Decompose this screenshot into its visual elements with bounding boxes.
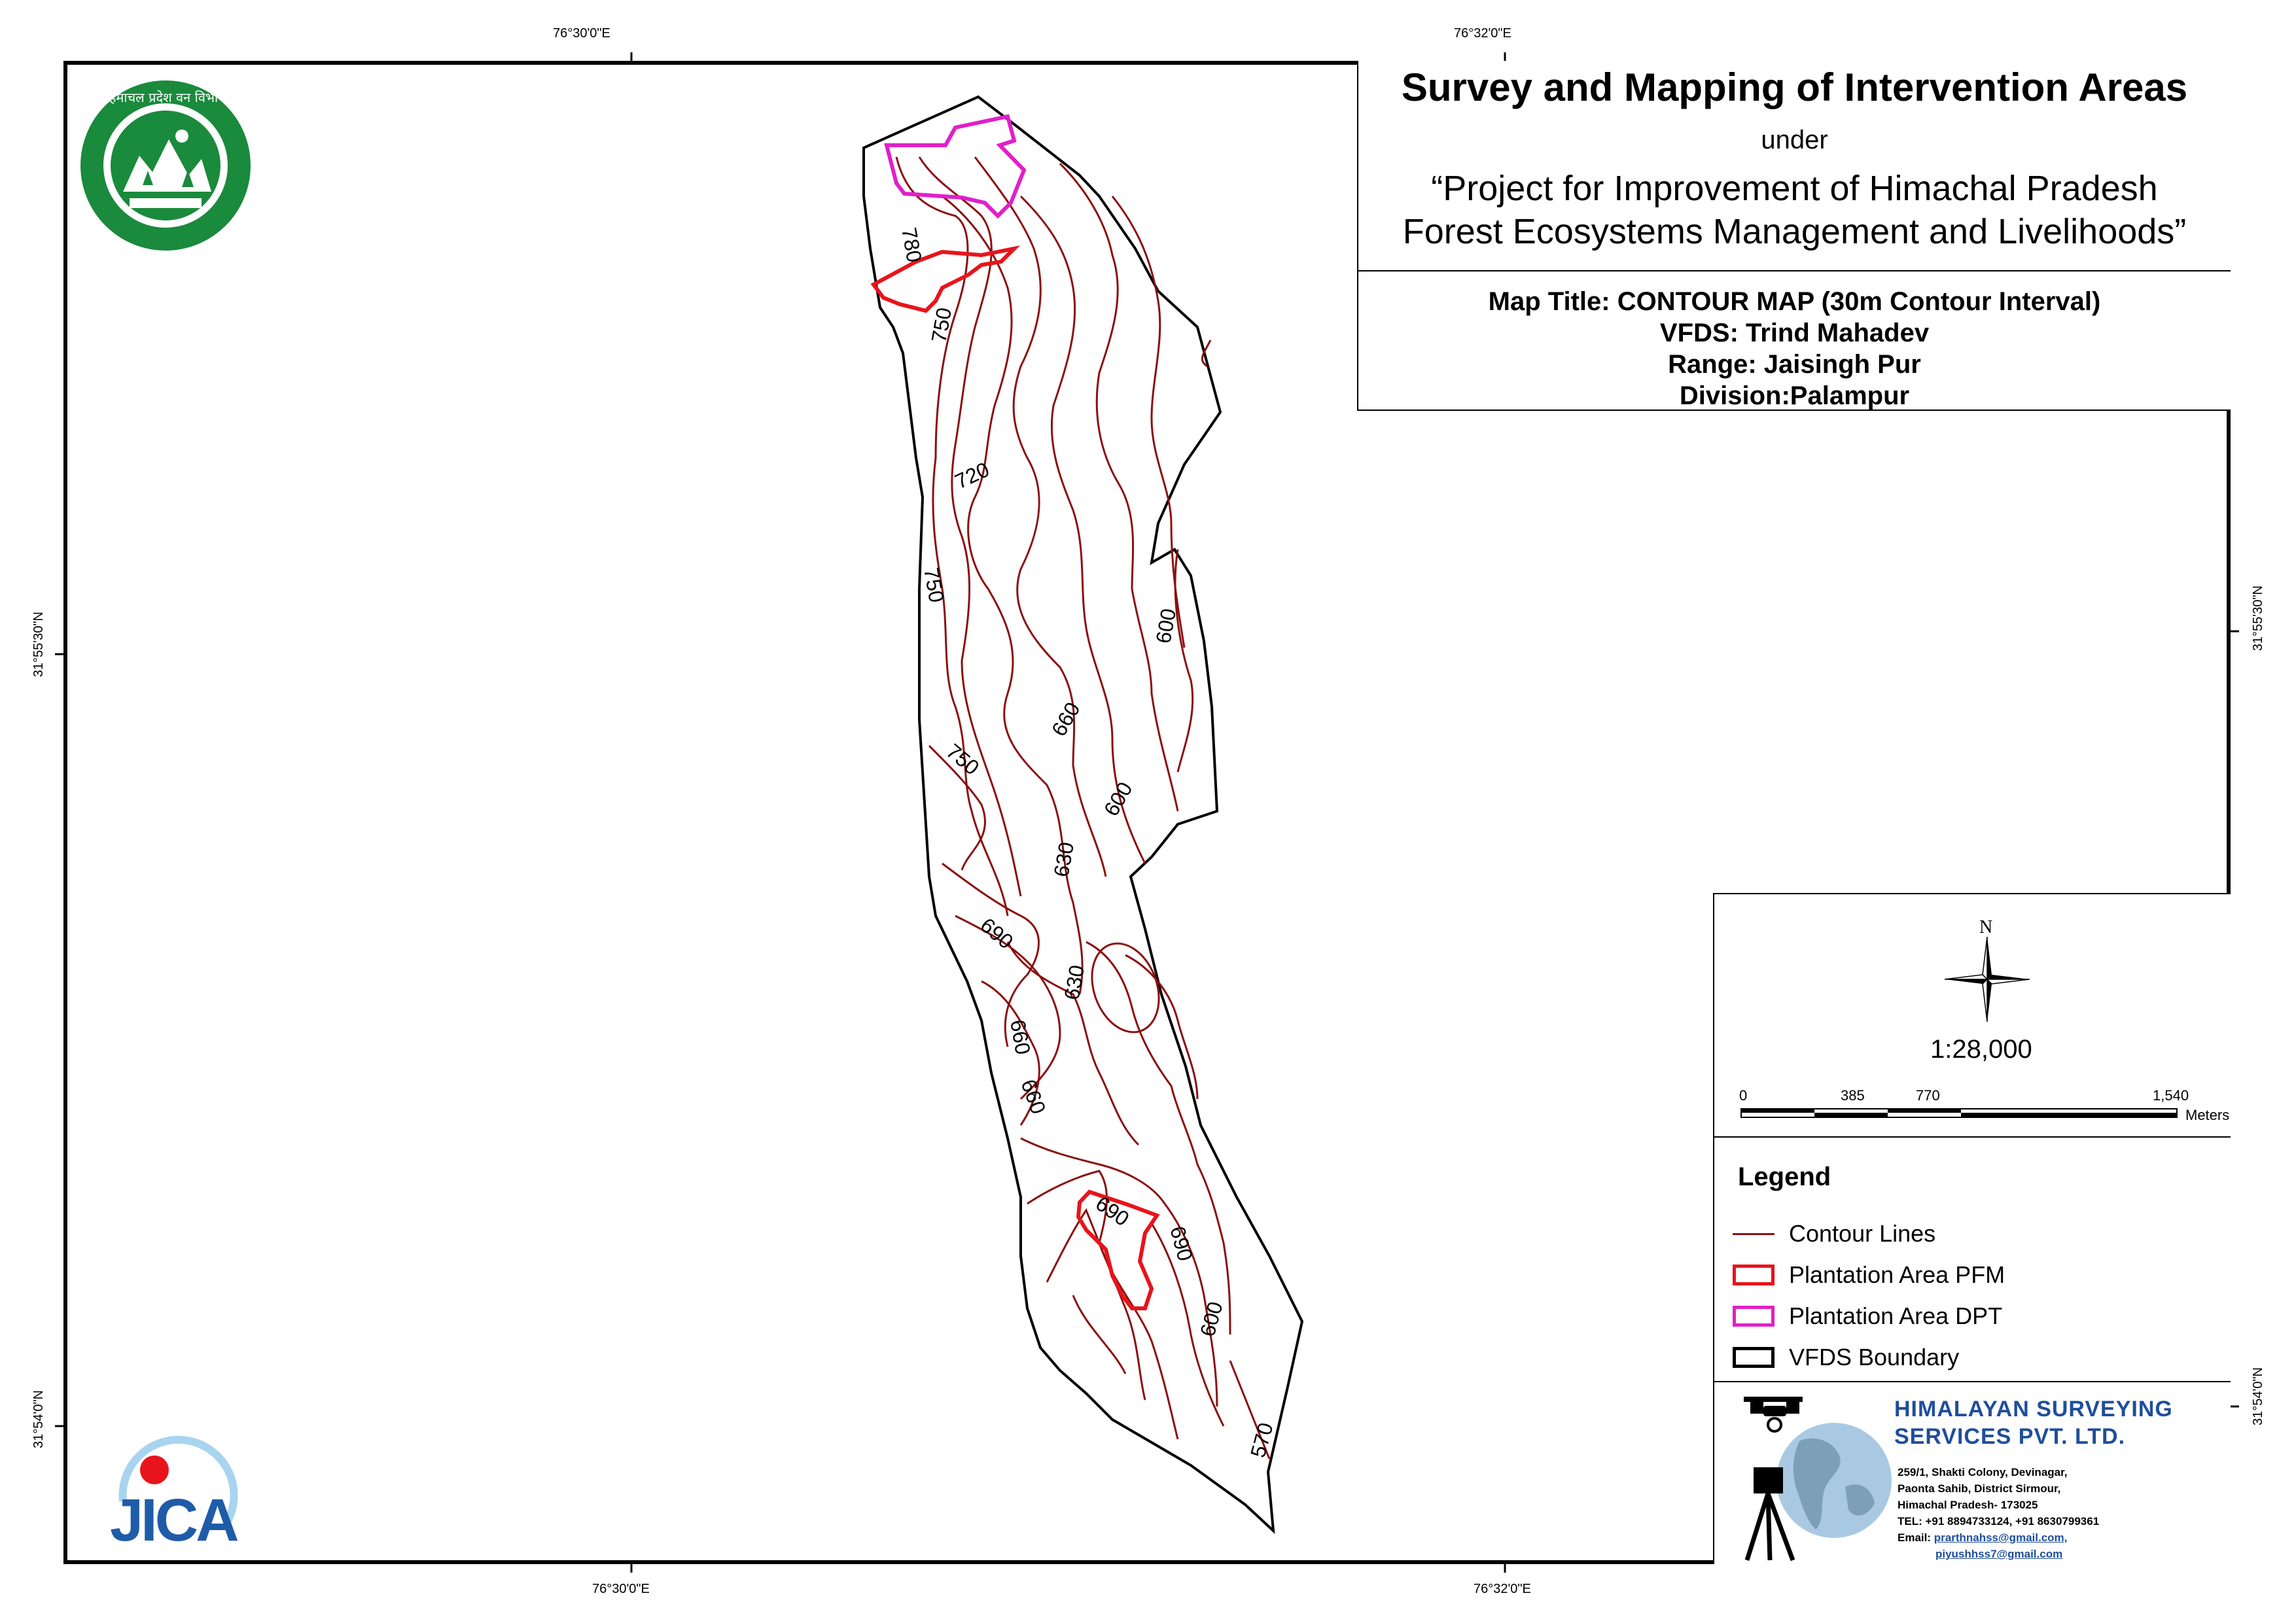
legend-item-pfm: Plantation Area PFM: [1733, 1259, 2005, 1291]
company-info: HIMALAYAN SURVEYING SERVICES PVT. LTD. 2…: [1714, 1382, 2231, 1565]
coord-bottom-left: 76°30'0"E: [592, 1582, 650, 1596]
map-title: Map Title: CONTOUR MAP (30m Contour Inte…: [1488, 287, 2101, 316]
project-name: “Project for Improvement of Himachal Pra…: [1358, 167, 2231, 253]
forest-dept-logo: हिमाचल प्रदेश वन विभाग: [80, 80, 251, 251]
svg-text:JICA: JICA: [110, 1487, 238, 1554]
contour-label-750: 750: [919, 566, 949, 604]
coord-top-right: 76°32'0"E: [1454, 26, 1511, 41]
company-name-line-1: HIMALAYAN SURVEYING: [1894, 1397, 2173, 1422]
company-name-line-2: SERVICES PVT. LTD.: [1894, 1424, 2126, 1449]
contour-lines: [895, 156, 1271, 1459]
pfm-swatch: [1733, 1265, 1775, 1285]
contour-label-600: 600: [1195, 1299, 1227, 1339]
project-line-1: “Project for Improvement of Himachal Pra…: [1431, 169, 2158, 208]
vfds-boundary: [862, 95, 1304, 1535]
coord-top-left: 76°30'0"E: [553, 26, 610, 41]
dpt-swatch: [1733, 1306, 1775, 1327]
project-line-2: Forest Ecosystems Management and Livelih…: [1402, 212, 2187, 251]
plantation-pfm-area-north: [870, 245, 1021, 313]
boundary-swatch: [1733, 1347, 1775, 1368]
title-under: under: [1761, 126, 1828, 154]
plantation-pfm-area-south: [1076, 1189, 1160, 1310]
email-label: Email:: [1898, 1531, 1932, 1544]
scale-tick-770: 770: [1916, 1087, 1940, 1104]
side-panel: N 1:28,000 0 385 770 1,540 Meters Legend: [1713, 893, 2231, 1564]
contour-line-swatch: [1733, 1232, 1775, 1235]
email-link-1[interactable]: prarthnahss@gmail.com,: [1934, 1531, 2068, 1544]
title-header: Survey and Mapping of Intervention Areas…: [1358, 61, 2231, 271]
legend-item-dpt: Plantation Area DPT: [1733, 1300, 2002, 1333]
company-email-row-2: piyushhss7@gmail.com: [1898, 1546, 2099, 1562]
address-line-1: 259/1, Shakti Colony, Devinagar,: [1898, 1466, 2068, 1478]
legend-label: VFDS Boundary: [1789, 1344, 1960, 1370]
map-info: Map Title: CONTOUR MAP (30m Contour Inte…: [1358, 271, 2231, 411]
page-title: Survey and Mapping of Intervention Areas: [1401, 65, 2188, 109]
contour-label-660: 660: [1006, 1018, 1035, 1056]
contour-label-690: 690: [1091, 1191, 1133, 1230]
jica-logo: JICA: [110, 1435, 241, 1554]
legend-title: Legend: [1738, 1162, 1831, 1191]
scale-tick-0: 0: [1739, 1087, 1748, 1104]
scale-section: N 1:28,000 0 385 770 1,540 Meters: [1714, 894, 2231, 1138]
legend-label: Contour Lines: [1789, 1220, 1936, 1247]
svg-text:हिमाचल प्रदेश वन विभाग: हिमाचल प्रदेश वन विभाग: [106, 90, 226, 105]
email-link-2[interactable]: piyushhss7@gmail.com: [1935, 1548, 2063, 1560]
contour-label-750: 750: [942, 739, 984, 780]
vfds-name: VFDS: Trind Mahadev: [1659, 319, 1930, 347]
contour-label-660: 660: [1047, 698, 1085, 740]
company-address: 259/1, Shakti Colony, Devinagar, Paonta …: [1898, 1464, 2099, 1562]
map-frame: [63, 61, 2231, 1564]
address-line-2: Paonta Sahib, District Sirmour,: [1898, 1482, 2061, 1495]
coord-bottom-right: 76°32'0"E: [1474, 1582, 1531, 1596]
scale-tick-385: 385: [1841, 1087, 1865, 1104]
contour-label-630: 630: [1059, 963, 1089, 1002]
contour-label-600: 600: [1099, 778, 1137, 820]
company-email-row: Email: prarthnahss@gmail.com,: [1898, 1529, 2099, 1546]
contour-label-750: 750: [927, 305, 956, 344]
company-phone: TEL: +91 8894733124, +91 8630799361: [1898, 1515, 2100, 1527]
legend-item-contour: Contour Lines: [1733, 1217, 1935, 1250]
legend-label: Plantation Area DPT: [1789, 1302, 2003, 1329]
company-name: HIMALAYAN SURVEYING SERVICES PVT. LTD.: [1894, 1395, 2173, 1450]
legend-label: Plantation Area PFM: [1789, 1261, 2005, 1288]
scale-bar: [1740, 1108, 2178, 1118]
range-name: Range: Jaisingh Pur: [1668, 350, 1921, 379]
north-label: N: [1979, 917, 1993, 937]
contour-label-720: 720: [951, 457, 993, 493]
contour-label-660: 660: [1016, 1076, 1050, 1117]
title-panel: Survey and Mapping of Intervention Areas…: [1357, 61, 2231, 411]
division-name: Division:Palampur: [1679, 381, 1910, 410]
legend-item-boundary: VFDS Boundary: [1733, 1341, 1959, 1374]
contour-label-780: 780: [897, 226, 927, 264]
scale-unit: Meters: [2185, 1107, 2230, 1123]
plantation-dpt-area: [884, 114, 1027, 219]
scale-ratio: 1:28,000: [1930, 1035, 2032, 1064]
contour-label-630: 630: [1049, 840, 1078, 879]
address-line-3: Himachal Pradesh- 173025: [1898, 1499, 2038, 1511]
contour-label-690: 690: [1165, 1223, 1197, 1263]
company-logo: [1744, 1397, 1892, 1562]
legend: Legend Contour Lines Plantation Area PFM…: [1714, 1138, 2231, 1382]
contour-label-600: 600: [1151, 606, 1180, 645]
scale-tick-1540: 1,540: [2153, 1087, 2189, 1104]
compass-icon: [1945, 937, 2030, 1022]
